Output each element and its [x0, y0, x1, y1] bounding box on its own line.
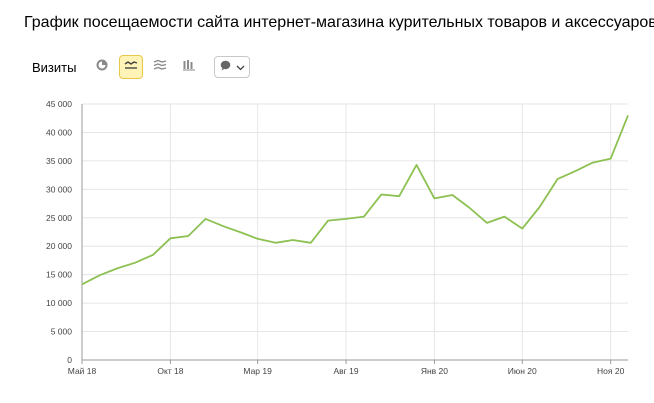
data-point[interactable]	[221, 224, 226, 229]
data-point[interactable]	[450, 193, 455, 198]
chevron-down-icon	[236, 58, 245, 76]
data-point[interactable]	[151, 252, 156, 257]
data-point[interactable]	[432, 196, 437, 201]
data-point[interactable]	[379, 192, 384, 197]
page-title: График посещаемости сайта интернет-магаз…	[24, 14, 654, 31]
data-point[interactable]	[520, 226, 525, 231]
data-point[interactable]	[361, 214, 366, 219]
data-point[interactable]	[308, 240, 313, 245]
annotations-dropdown[interactable]	[214, 56, 251, 78]
data-point[interactable]	[344, 216, 349, 221]
data-point[interactable]	[573, 169, 578, 174]
data-point[interactable]	[115, 266, 120, 271]
series-group	[80, 113, 631, 287]
data-point[interactable]	[203, 216, 208, 221]
data-point[interactable]	[537, 204, 542, 209]
x-gridlines	[81, 104, 612, 364]
data-point[interactable]	[485, 220, 490, 225]
y-tick-label: 35 000	[46, 156, 72, 166]
data-point[interactable]	[502, 214, 507, 219]
data-point[interactable]	[555, 177, 560, 182]
y-tick-label: 0	[67, 355, 72, 365]
data-point[interactable]	[397, 194, 402, 199]
data-point[interactable]	[97, 273, 102, 278]
y-tick-label: 45 000	[46, 99, 72, 109]
data-point[interactable]	[608, 156, 613, 161]
data-point[interactable]	[255, 236, 260, 241]
data-point[interactable]	[133, 260, 138, 265]
y-gridlines	[82, 103, 628, 333]
line-chart-button[interactable]	[119, 55, 144, 79]
data-point[interactable]	[273, 240, 278, 245]
y-tick-label: 20 000	[46, 241, 72, 251]
metric-label: Визиты	[32, 59, 77, 75]
data-point[interactable]	[626, 113, 631, 118]
data-point[interactable]	[80, 282, 85, 287]
pie-chart-button[interactable]	[90, 55, 114, 79]
pie-chart-icon	[96, 58, 108, 76]
y-tick-label: 30 000	[46, 184, 72, 194]
data-point[interactable]	[467, 205, 472, 210]
y-tick-label: 5 000	[51, 327, 73, 337]
data-point[interactable]	[590, 160, 595, 165]
chart-toolbar: Визиты	[32, 55, 251, 79]
data-point[interactable]	[168, 236, 173, 241]
x-tick-label: Авг 19	[333, 366, 358, 376]
x-tick-label: Май 18	[68, 366, 97, 376]
x-tick-label: Янв 20	[421, 366, 448, 376]
line-chart-icon	[124, 58, 138, 76]
series-line	[81, 115, 629, 286]
data-point[interactable]	[326, 218, 331, 223]
y-tick-label: 40 000	[46, 127, 72, 137]
data-point[interactable]	[239, 230, 244, 235]
data-point[interactable]	[414, 162, 419, 167]
data-point[interactable]	[290, 237, 295, 242]
axes	[81, 104, 628, 361]
x-tick-label: Окт 18	[157, 366, 183, 376]
y-tick-label: 25 000	[46, 213, 72, 223]
x-tick-label: Ноя 20	[597, 366, 625, 376]
speech-bubble-icon	[220, 58, 231, 76]
x-tick-label: Июн 20	[508, 366, 537, 376]
area-chart-icon	[153, 58, 167, 76]
bar-chart-button[interactable]	[177, 55, 201, 79]
area-chart-button[interactable]	[148, 55, 172, 79]
data-point[interactable]	[186, 233, 191, 238]
y-tick-label: 10 000	[46, 298, 72, 308]
y-axis-tick-labels: 0 5 000 10 000 15 000 20 000 25 000 30 000 35 0…	[46, 99, 72, 365]
y-tick-label: 15 000	[46, 270, 72, 280]
bar-chart-icon	[182, 58, 196, 76]
x-axis-tick-labels: Май 18 Окт 18 Мар 19 Авг 19 Янв 20 Июн 20 Ноя …	[68, 366, 625, 376]
x-tick-label: Мар 19	[243, 366, 272, 376]
